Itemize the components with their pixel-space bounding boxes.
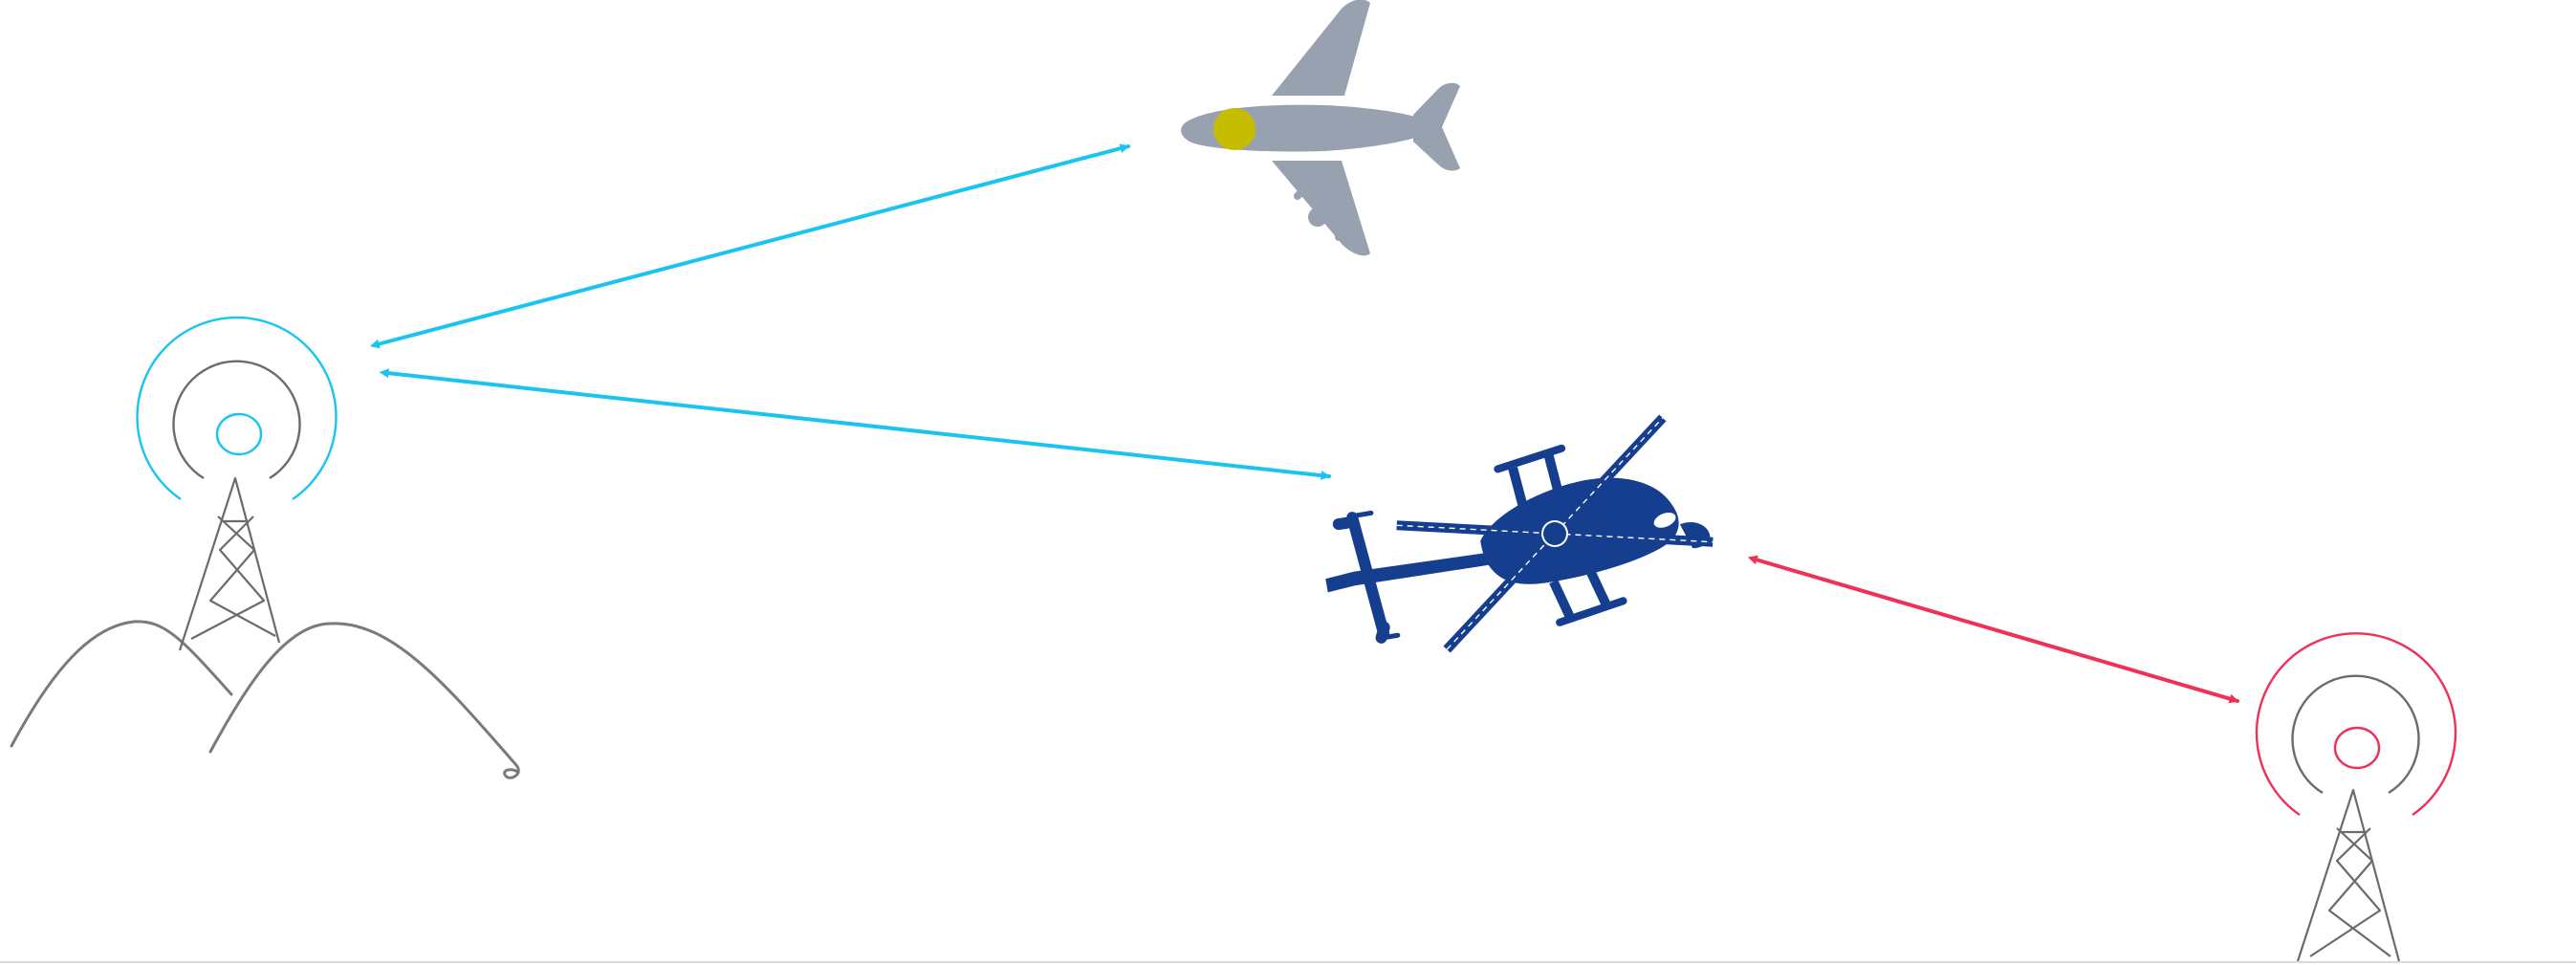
right-tower-frame [2296, 788, 2401, 962]
hills-icon [10, 620, 520, 779]
left-tower-frame [178, 476, 281, 651]
helicopter-icon [1325, 414, 1714, 653]
airplane-icon [1181, 0, 1460, 256]
left-radio-tower [136, 316, 338, 651]
right-radio-tower [2255, 632, 2457, 962]
right-signal-waves [2255, 632, 2457, 816]
bottom-divider [0, 961, 2576, 963]
link-tower-left-helicopter [379, 368, 1331, 481]
link-tower-left-airplane [369, 143, 1130, 349]
left-signal-waves [136, 316, 338, 500]
communication-links [369, 143, 2239, 704]
link-helicopter-tower-right [1747, 555, 2239, 704]
